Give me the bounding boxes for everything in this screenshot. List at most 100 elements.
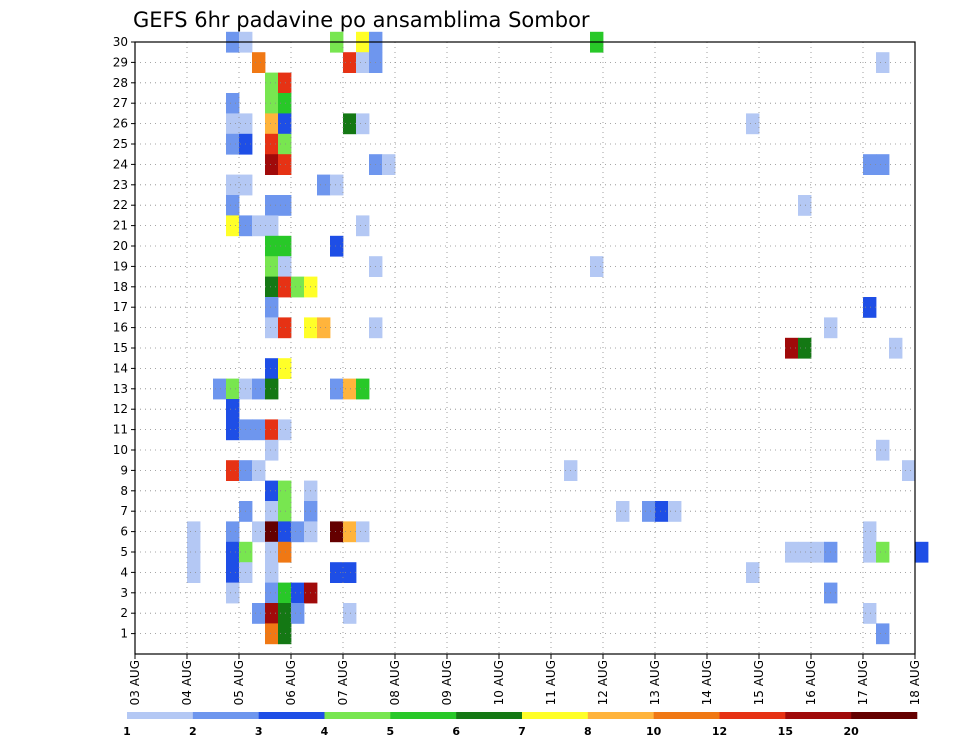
heatmap-cells [187, 31, 929, 645]
legend-label: 8 [584, 725, 592, 738]
heatmap-cell [226, 378, 240, 400]
heatmap-cell [785, 337, 799, 359]
heatmap-cell [863, 154, 877, 175]
heatmap-cell [226, 399, 240, 420]
y-tick-label: 12 [113, 402, 128, 416]
heatmap-cell [278, 358, 292, 379]
heatmap-cell [356, 378, 370, 400]
heatmap-cell [343, 113, 357, 135]
heatmap-cell [330, 378, 344, 400]
legend-label: 5 [387, 725, 395, 738]
heatmap-cell [356, 113, 370, 135]
legend-swatch [456, 712, 523, 719]
x-tick-label: 12 AUG [596, 660, 610, 705]
heatmap-cell [265, 439, 279, 461]
heatmap-cell [265, 501, 279, 522]
heatmap-cell [265, 562, 279, 583]
heatmap-cell [863, 521, 877, 543]
heatmap-cell [226, 195, 240, 216]
heatmap-cell [226, 174, 240, 196]
y-tick-label: 18 [113, 280, 128, 294]
y-tick-label: 23 [113, 178, 128, 192]
heatmap-cell [187, 521, 201, 543]
heatmap-cell [226, 113, 240, 135]
x-tick-label: 10 AUG [492, 660, 506, 705]
x-tick-label: 09 AUG [440, 660, 454, 705]
y-tick-label: 27 [113, 96, 128, 110]
heatmap-cell [278, 93, 292, 114]
heatmap-cell [278, 72, 292, 94]
legend-label: 4 [321, 725, 329, 738]
y-tick-label: 11 [113, 423, 128, 437]
heatmap-cell [278, 276, 292, 298]
heatmap-cell [278, 623, 292, 645]
y-tick-label: 5 [120, 545, 128, 559]
heatmap-cell [265, 93, 279, 114]
legend-swatch [127, 712, 194, 719]
heatmap-cell [785, 541, 799, 563]
heatmap-cell [343, 378, 357, 400]
legend-label: 1 [123, 725, 131, 738]
heatmap-cell [655, 501, 669, 522]
y-tick-label: 28 [113, 76, 128, 90]
heatmap-cell [278, 419, 292, 441]
heatmap-cell [330, 562, 344, 583]
heatmap-cell [265, 317, 279, 339]
heatmap-cell [265, 215, 279, 237]
heatmap-cell [252, 378, 266, 400]
y-tick-label: 1 [120, 627, 128, 641]
y-tick-label: 4 [120, 565, 128, 579]
y-tick-label: 20 [113, 239, 128, 253]
y-tick-label: 30 [113, 35, 128, 49]
heatmap-cell [746, 113, 760, 135]
x-axis: 03 AUG 04 AUG 05 AUG 06 AUG 07 AUG 08 AUG 09 A… [128, 654, 922, 705]
heatmap-cell [343, 52, 357, 73]
legend-label: 2 [189, 725, 197, 738]
heatmap-cell [278, 195, 292, 216]
heatmap-cell [330, 521, 344, 543]
heatmap-cell [226, 562, 240, 583]
heatmap-cell [278, 133, 292, 155]
heatmap-cell [590, 256, 604, 277]
heatmap-cell [278, 501, 292, 522]
heatmap-cell [213, 378, 227, 400]
heatmap-cell [265, 623, 279, 645]
x-tick-label: 05 AUG [232, 660, 246, 705]
heatmap-cell [876, 623, 890, 645]
legend-swatch [653, 712, 720, 719]
x-tick-label: 04 AUG [180, 660, 194, 705]
heatmap-cell [187, 541, 201, 563]
heatmap-cell [291, 603, 305, 624]
legend-swatch [324, 712, 391, 719]
y-tick-label: 9 [120, 463, 128, 477]
heatmap-cell [811, 541, 825, 563]
heatmap-cell [226, 460, 240, 481]
y-tick-label: 8 [120, 484, 128, 498]
y-tick-label: 7 [120, 504, 128, 518]
heatmap-cell [265, 235, 279, 257]
heatmap-cell [278, 603, 292, 624]
heatmap-cell [265, 378, 279, 400]
y-tick-label: 22 [113, 198, 128, 212]
heatmap-cell [343, 603, 357, 624]
heatmap-cell [746, 562, 760, 583]
heatmap-cell [798, 337, 812, 359]
heatmap-cell [252, 419, 266, 441]
y-tick-label: 19 [113, 259, 128, 273]
legend-swatch [719, 712, 786, 719]
heatmap-cell [265, 256, 279, 277]
legend-swatch [587, 712, 654, 719]
heatmap-cell [252, 460, 266, 481]
x-tick-label: 08 AUG [388, 660, 402, 705]
chart-title: GEFS 6hr padavine po ansamblima Sombor [133, 8, 590, 32]
heatmap-cell [265, 133, 279, 155]
x-tick-label: 17 AUG [856, 660, 870, 705]
legend-swatch [851, 712, 918, 719]
heatmap-cell [876, 154, 890, 175]
y-tick-label: 3 [120, 586, 128, 600]
x-tick-label: 15 AUG [752, 660, 766, 705]
heatmap-cell [278, 521, 292, 543]
heatmap-cell [265, 154, 279, 175]
x-tick-label: 03 AUG [128, 660, 142, 705]
heatmap-cell [265, 358, 279, 379]
